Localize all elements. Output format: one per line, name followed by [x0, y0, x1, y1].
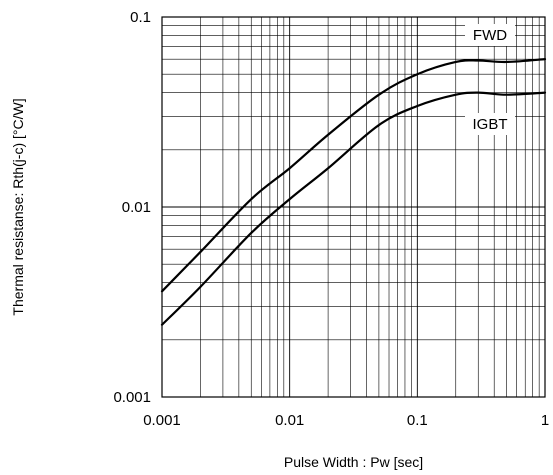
x-tick-label: 0.001	[143, 412, 181, 429]
y-axis-label: Thermal resistanse: Rth(j-c) [°C/W]	[10, 98, 26, 315]
legend-fwd: FWD	[465, 24, 515, 46]
series-line-fwd	[160, 58, 547, 293]
legend-igbt-background	[465, 113, 515, 135]
y-tick-label: 0.1	[130, 9, 151, 26]
legend-igbt-label: IGBT	[472, 116, 507, 133]
x-tick-labels: 0.001 0.01 0.1 1	[143, 412, 549, 429]
x-tick-label: 0.1	[407, 412, 428, 429]
y-tick-label: 0.001	[113, 389, 151, 406]
plot-frame	[161, 16, 546, 398]
y-tick-labels: 0.001 0.01 0.1	[113, 9, 151, 406]
x-tick-label: 1	[541, 412, 549, 429]
legend-fwd-background	[465, 24, 515, 46]
x-axis-label: Pulse Width : Pw [sec]	[284, 454, 423, 470]
series-line-igbt	[160, 91, 547, 326]
x-tick-label: 0.01	[275, 412, 304, 429]
series-layer	[160, 58, 547, 326]
legend-fwd-label: FWD	[473, 27, 507, 44]
y-tick-label: 0.01	[122, 199, 151, 216]
legend-igbt: IGBT	[465, 113, 515, 135]
